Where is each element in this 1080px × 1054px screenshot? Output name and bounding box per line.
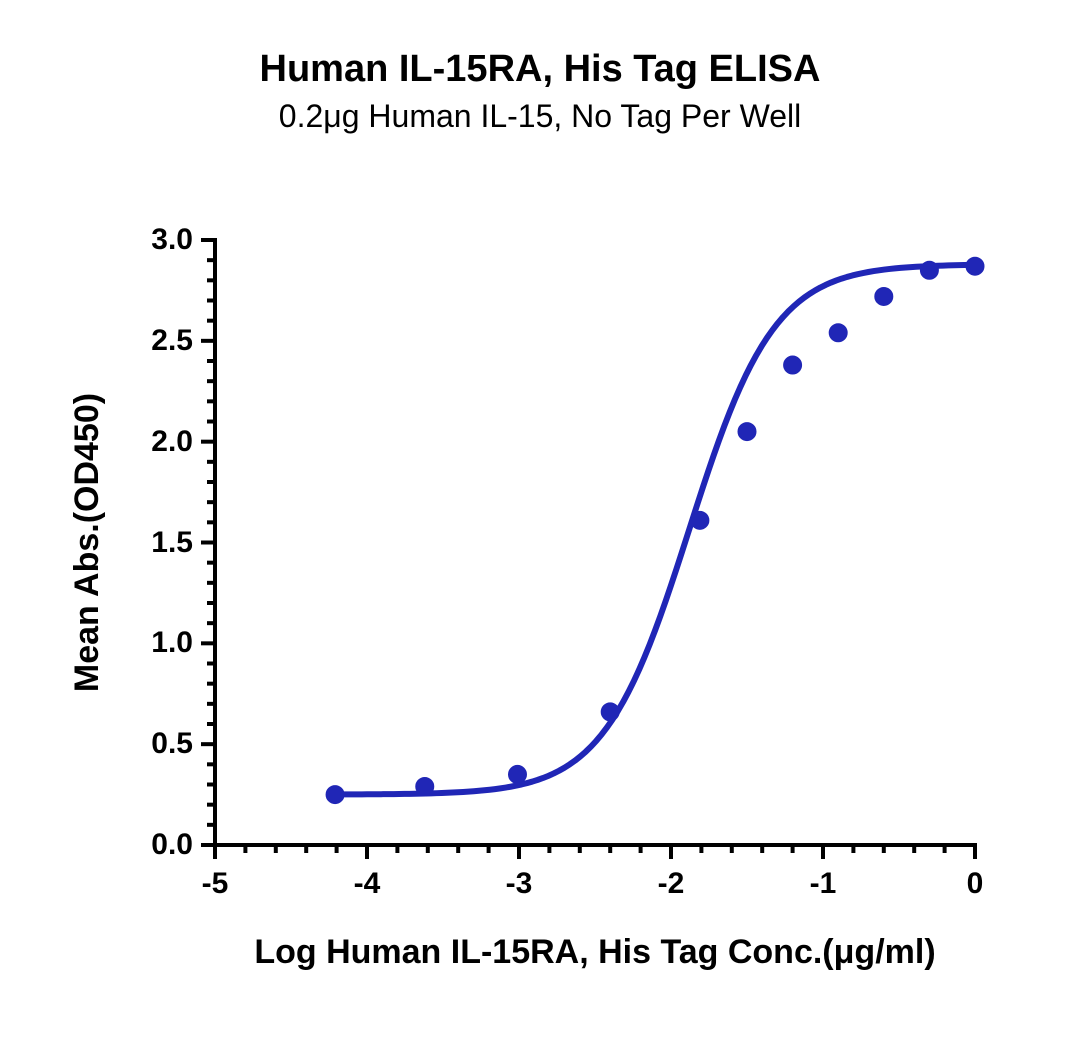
data-point: [784, 356, 802, 374]
plot-svg: [215, 240, 975, 845]
y-tick-label: 0.0: [123, 828, 193, 862]
y-tick-label: 0.5: [123, 727, 193, 761]
x-tick-label: -5: [202, 867, 229, 901]
y-tick-label: 1.5: [123, 526, 193, 560]
plot-area: [215, 240, 975, 845]
data-point: [691, 511, 709, 529]
data-point: [966, 257, 984, 275]
data-point: [601, 703, 619, 721]
x-tick-label: -3: [506, 867, 533, 901]
data-point: [875, 287, 893, 305]
x-tick-label: -2: [658, 867, 685, 901]
y-tick-label: 2.5: [123, 324, 193, 358]
data-point: [508, 765, 526, 783]
chart-title: Human IL-15RA, His Tag ELISA: [0, 48, 1080, 91]
data-point: [920, 261, 938, 279]
data-point: [326, 786, 344, 804]
chart-canvas: Human IL-15RA, His Tag ELISA 0.2μg Human…: [0, 0, 1080, 1054]
y-tick-label: 1.0: [123, 626, 193, 660]
data-point: [416, 778, 434, 796]
y-axis-label: Mean Abs.(OD450): [68, 240, 107, 845]
x-tick-label: -4: [354, 867, 381, 901]
x-tick-label: 0: [967, 867, 984, 901]
chart-subtitle: 0.2μg Human IL-15, No Tag Per Well: [0, 98, 1080, 135]
y-tick-label: 3.0: [123, 223, 193, 257]
x-tick-label: -1: [810, 867, 837, 901]
x-axis-label: Log Human IL-15RA, His Tag Conc.(μg/ml): [215, 933, 975, 972]
fitted-curve: [335, 265, 975, 795]
data-point: [738, 423, 756, 441]
y-tick-label: 2.0: [123, 425, 193, 459]
data-point: [829, 324, 847, 342]
